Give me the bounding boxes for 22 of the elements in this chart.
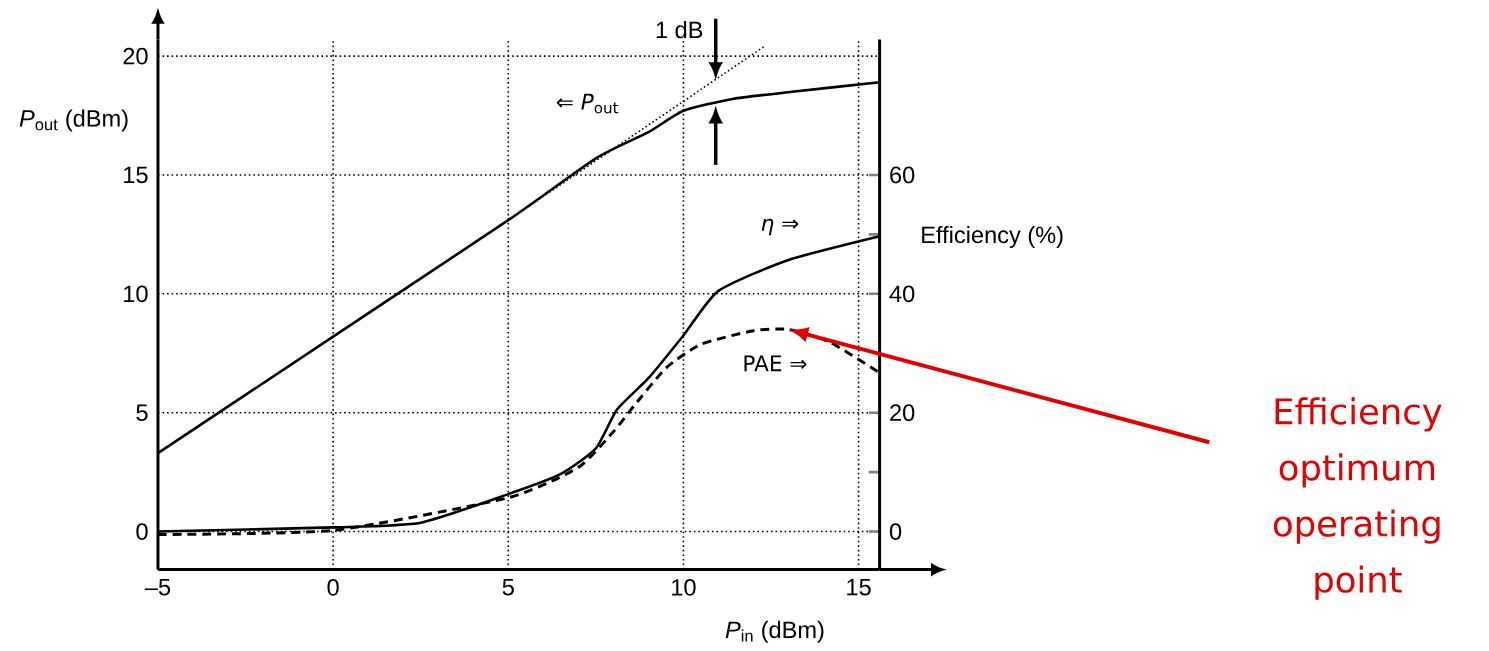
- y2-tick-label: 0: [889, 523, 902, 541]
- x-axis-title: P$_{in}$ (dBm): [725, 621, 824, 644]
- y2-tick-label: 20: [890, 404, 915, 422]
- text: 1 dB: [656, 21, 703, 39]
- x-tick-label: 10: [672, 579, 696, 596]
- x-tick-label: –5: [144, 579, 171, 596]
- y2-tick-label: 60: [890, 166, 915, 184]
- text: Efficiency optimum operating point: [1273, 397, 1442, 600]
- y2-tick-label: 40: [889, 285, 915, 303]
- y-axis-title: P$_{out}$ (dBm): [19, 109, 128, 132]
- y2-axis-title: Efficiency (%): [922, 226, 1063, 249]
- y-tick-label: 5: [136, 404, 148, 422]
- y-tick-label: 10: [124, 285, 148, 303]
- y-tick-label: 0: [136, 523, 148, 541]
- y-tick-label: 15: [124, 166, 148, 184]
- series-label: ⇐ P$_{out}$: [556, 94, 619, 114]
- x-tick-label: 5: [502, 579, 514, 596]
- y-tick-label: 20: [123, 47, 148, 65]
- series-label: η ⇒: [761, 218, 799, 236]
- series-label: PAE ⇒: [744, 355, 807, 372]
- x-tick-label: 0: [327, 579, 339, 596]
- x-tick-label: 15: [847, 579, 871, 596]
